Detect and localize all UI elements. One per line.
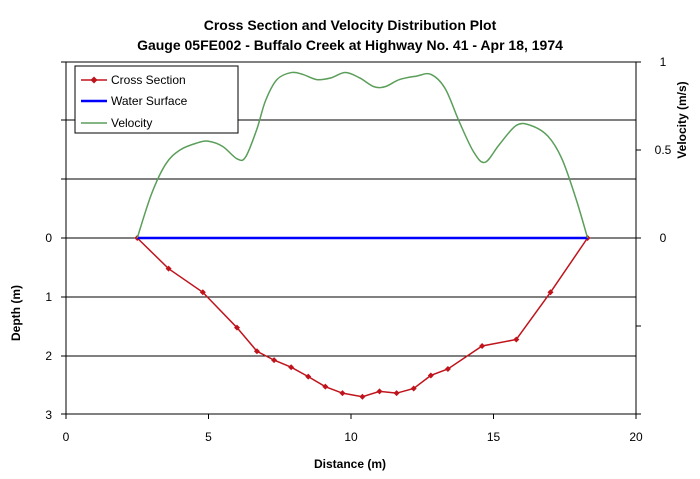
data-point [444, 365, 451, 372]
legend-label-water-surface: Water Surface [111, 94, 188, 108]
legend-entry-velocity: Velocity [81, 116, 152, 130]
depth-axis-label: Depth (m) [9, 285, 23, 341]
depth-tick-label: 0 [45, 231, 52, 245]
velocity-axis-label: Velocity (m/s) [675, 81, 689, 158]
data-point [376, 388, 383, 395]
legend: Cross Section Water Surface Velocity [74, 65, 239, 134]
depth-tick-label: 2 [45, 349, 52, 363]
legend-label-cross-section: Cross Section [111, 73, 186, 87]
data-point [271, 357, 278, 364]
velocity-axis-tick-labels: 00.51 [655, 55, 672, 245]
data-point [305, 373, 312, 380]
data-point [427, 372, 434, 379]
legend-box [74, 65, 239, 134]
axis-ticks [61, 61, 641, 419]
x-tick-label: 0 [63, 430, 70, 444]
legend-label-velocity: Velocity [111, 116, 152, 130]
x-axis-tick-labels: 0 5 10 15 20 [63, 430, 643, 444]
legend-entry-water-surface: Water Surface [81, 94, 188, 108]
depth-axis-tick-labels: 0 1 2 3 [45, 231, 52, 422]
series-velocity [136, 71, 589, 239]
legend-entry-cross-section: Cross Section [81, 73, 186, 87]
chart-subtitle: Gauge 05FE002 - Buffalo Creek at Highway… [137, 37, 563, 53]
x-tick-label: 15 [487, 430, 501, 444]
data-point [393, 390, 400, 397]
velocity-tick-label: 0.5 [655, 143, 672, 157]
data-point [165, 265, 172, 272]
series-line-velocity [136, 71, 589, 239]
series-line-cross-section [136, 237, 589, 398]
data-point [359, 393, 366, 400]
series-group [134, 71, 591, 400]
depth-tick-label: 3 [45, 408, 52, 422]
chart-title: Cross Section and Velocity Distribution … [204, 17, 497, 33]
data-point [199, 289, 206, 296]
x-tick-label: 5 [205, 430, 212, 444]
legend-marker-cross-section [90, 76, 98, 84]
x-tick-label: 20 [629, 430, 643, 444]
data-point [253, 348, 260, 355]
data-point [322, 383, 329, 390]
velocity-tick-label: 0 [660, 231, 667, 245]
data-point [547, 289, 554, 296]
depth-tick-label: 1 [45, 290, 52, 304]
data-point [234, 324, 240, 331]
data-point [479, 342, 486, 349]
x-axis-label: Distance (m) [314, 457, 386, 471]
velocity-tick-label: 1 [660, 55, 667, 69]
data-point [410, 385, 417, 392]
x-tick-label: 10 [344, 430, 358, 444]
series-cross-section [134, 235, 591, 400]
data-point [513, 336, 520, 343]
data-point [339, 390, 346, 397]
data-point [288, 364, 295, 371]
